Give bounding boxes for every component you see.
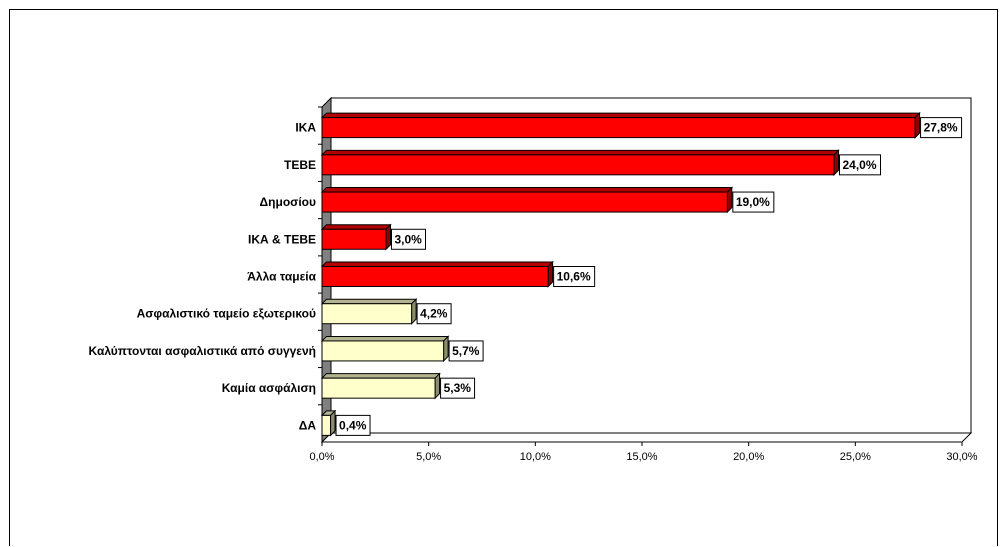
bar-side: [434, 372, 441, 400]
bar-top: [320, 187, 734, 193]
chart-area: 0,0% 5,0% 10,0% 15,0% 20,0% 25,0% 30,0% ΙΚΑ 27,8…: [9, 9, 998, 546]
bar-top: [320, 112, 921, 119]
data-label: 24,0%: [843, 158, 877, 172]
data-label-box: [920, 117, 963, 139]
category-label: Άλλα ταμεία: [247, 270, 316, 284]
bar: [321, 191, 728, 213]
bar-side: [726, 186, 733, 214]
x-tick-label: 20,0%: [733, 451, 764, 463]
category-label: Καλύπτονται ασφαλιστικά από συγγενή: [89, 344, 316, 358]
category-label: ΤΕΒΕ: [284, 158, 316, 172]
category-label: Καμία ασφάλιση: [222, 381, 316, 395]
bar-side: [443, 335, 449, 363]
data-label-box: [391, 228, 426, 250]
category-label: ΔΑ: [299, 418, 317, 432]
x-tick-label: 0,0%: [309, 451, 334, 463]
bar-top: [320, 298, 418, 305]
x-tick-label: 5,0%: [416, 451, 441, 463]
x-tick-label: 30,0%: [946, 451, 977, 463]
category-label: Δημοσίου: [260, 195, 317, 209]
bar: [321, 154, 835, 176]
x-tick-label: 10,0%: [520, 451, 551, 463]
bar-chart: 0,0% 5,0% 10,0% 15,0% 20,0% 25,0% 30,0% ΙΚΑ 27,8…: [89, 96, 978, 463]
data-label: 3,0%: [395, 232, 423, 246]
bar: [321, 266, 549, 287]
data-label-box: [732, 191, 775, 213]
bar: [321, 303, 413, 325]
bar: [321, 340, 445, 362]
category-label: ΙΚΑ & ΤΕΒΕ: [248, 232, 316, 246]
bar-side: [833, 149, 839, 177]
bar-side: [330, 409, 336, 437]
bar-top: [320, 224, 392, 230]
floor: [320, 432, 973, 443]
bar-top: [320, 335, 450, 342]
x-tick-label: 15,0%: [626, 451, 657, 463]
data-label: 10,6%: [557, 270, 591, 284]
bar-top: [320, 373, 441, 379]
bar-top: [320, 261, 554, 267]
data-label: 5,7%: [452, 344, 480, 358]
data-label-box: [839, 154, 881, 176]
data-label-box: [553, 266, 596, 287]
bar: [321, 228, 387, 250]
bar-top: [320, 149, 840, 156]
data-label: 5,3%: [444, 381, 472, 395]
bar-side: [385, 223, 391, 251]
data-label-box: [440, 377, 476, 399]
data-label-box: [335, 414, 371, 436]
data-label: 4,2%: [420, 307, 448, 321]
data-label: 27,8%: [924, 121, 958, 135]
bar: [321, 377, 436, 399]
bar-side: [914, 111, 921, 139]
data-label: 19,0%: [736, 195, 770, 209]
category-label: ΙΚΑ: [295, 121, 316, 135]
bar-side: [547, 260, 554, 288]
x-tick-label: 25,0%: [840, 451, 871, 463]
data-label-box: [448, 340, 484, 362]
data-label-box: [416, 303, 452, 325]
bar-side: [411, 298, 417, 325]
category-label: Ασφαλιστικό ταμείο εξωτερικού: [137, 307, 316, 321]
bar: [321, 414, 332, 436]
bar: [321, 117, 916, 139]
data-label: 0,4%: [339, 418, 367, 432]
